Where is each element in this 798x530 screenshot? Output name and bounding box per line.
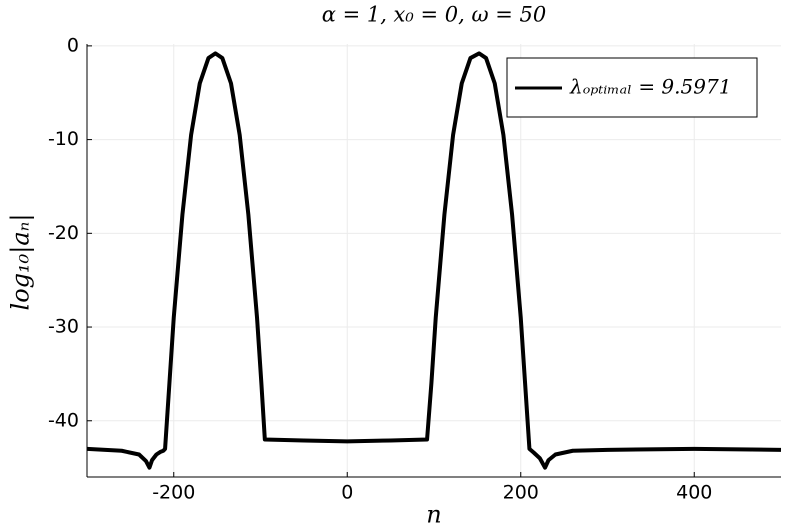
y-tick-label: -20 (48, 222, 79, 244)
y-tick-label: -40 (48, 409, 79, 431)
data-line (86, 51, 782, 470)
y-tick-label: 0 (67, 34, 79, 56)
x-tick-label: 0 (341, 482, 353, 504)
x-tick-label: 200 (503, 482, 539, 504)
x-tick-label: 400 (676, 482, 712, 504)
legend-label: λₒₚₜᵢₘₐₗ = 9.5971 (569, 75, 731, 99)
x-tick-label: -200 (152, 482, 195, 504)
chart-title: α = 1, x₀ = 0, ω = 50 (322, 3, 547, 27)
x-axis-label: n (426, 501, 441, 529)
y-tick-label: -10 (48, 128, 79, 150)
y-tick-label: -30 (48, 316, 79, 338)
y-axis-label: log₁₀|aₙ| (7, 214, 36, 311)
